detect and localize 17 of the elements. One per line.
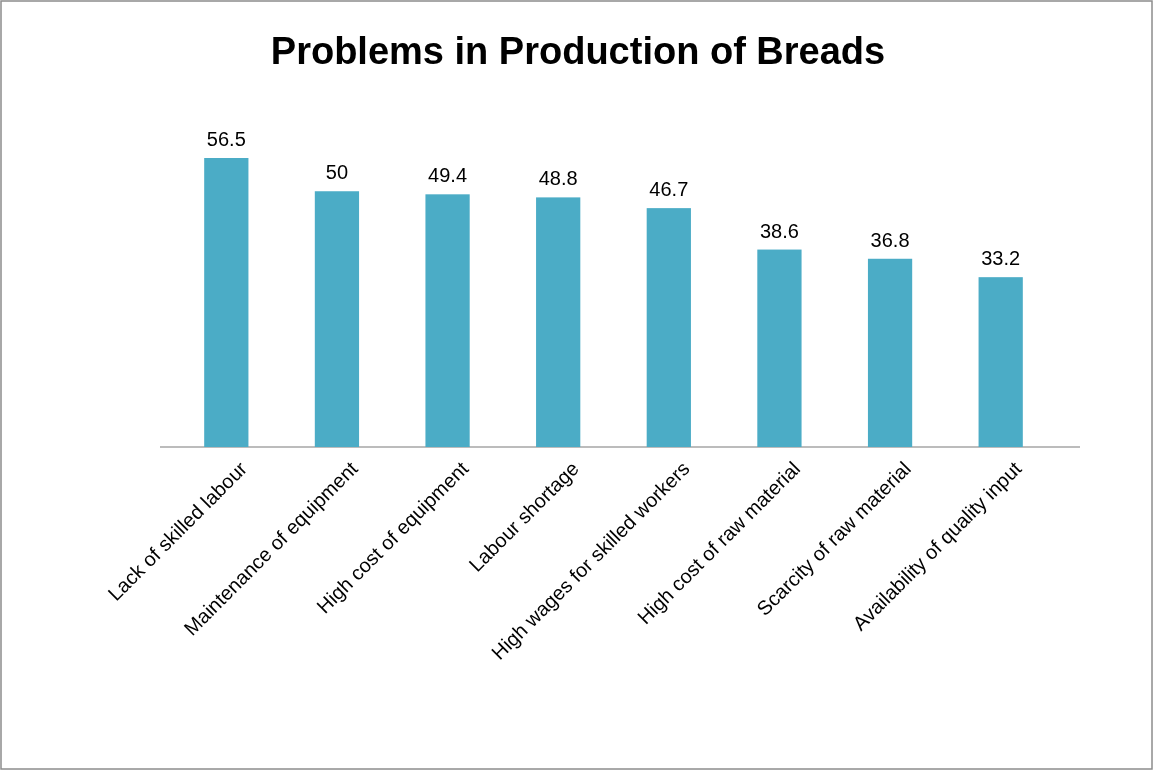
bar [536, 197, 581, 447]
bar [204, 158, 249, 447]
bar [646, 208, 691, 447]
data-label: 36.8 [870, 228, 910, 251]
data-label: 38.6 [759, 219, 799, 242]
data-label: 50 [325, 161, 349, 184]
data-label: 33.2 [981, 247, 1021, 270]
data-label: 48.8 [538, 167, 578, 190]
chart-title: Problems in Production of Breads [270, 30, 886, 72]
bar [757, 249, 802, 447]
data-label: 46.7 [649, 178, 689, 201]
bar [314, 191, 360, 447]
data-label: 56.5 [206, 128, 246, 150]
bar [978, 277, 1023, 447]
bar [867, 258, 913, 447]
bar [425, 194, 470, 447]
data-label: 49.4 [428, 164, 468, 187]
